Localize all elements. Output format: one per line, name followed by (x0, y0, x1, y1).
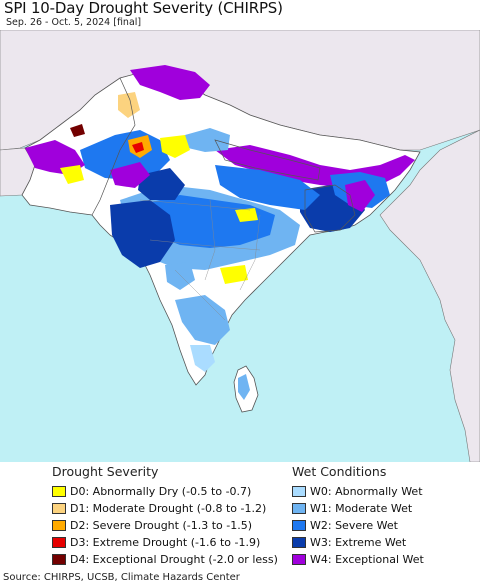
dry-d0-punjab (160, 135, 190, 158)
legend-label-w3: W3: Extreme Wet (310, 536, 407, 549)
wet-w1-nepal-west (185, 128, 230, 152)
legend-label-w2: W2: Severe Wet (310, 519, 398, 532)
legend: Drought Severity D0: Abnormally Dry (-0.… (0, 462, 480, 570)
legend-label-w1: W1: Moderate Wet (310, 502, 413, 515)
wet-w0-south-india (190, 345, 215, 372)
wet-w1-south-india (175, 295, 230, 345)
wet-w4-west-pakistan (25, 140, 85, 175)
legend-label-d0: D0: Abnormally Dry (-0.5 to -0.7) (70, 485, 252, 498)
wet-w4-north-kashmir (130, 65, 210, 100)
legend-item-w3: W3: Extreme Wet (292, 534, 424, 551)
legend-label-w0: W0: Abnormally Wet (310, 485, 423, 498)
legend-drought: Drought Severity D0: Abnormally Dry (-0.… (52, 464, 278, 568)
legend-swatch-w1 (292, 503, 306, 514)
legend-item-d1: D1: Moderate Drought (-0.8 to -1.2) (52, 500, 278, 517)
legend-label-d1: D1: Moderate Drought (-0.8 to -1.2) (70, 502, 267, 515)
legend-swatch-d1 (52, 503, 66, 514)
dry-d1-kashmir (118, 92, 140, 118)
legend-swatch-d2 (52, 520, 66, 531)
legend-item-d2: D2: Severe Drought (-1.3 to -1.5) (52, 517, 278, 534)
legend-label-w4: W4: Exceptional Wet (310, 553, 424, 566)
legend-item-w1: W1: Moderate Wet (292, 500, 424, 517)
legend-drought-title: Drought Severity (52, 464, 159, 479)
border-nepal (214, 139, 321, 181)
sri-lanka-wet (238, 374, 250, 400)
wet-w3-rajasthan (138, 168, 185, 200)
legend-swatch-w3 (292, 537, 306, 548)
map-subtitle: Sep. 26 - Oct. 5, 2024 [final] (6, 17, 142, 28)
map-header: SPI 10-Day Drought Severity (CHIRPS) Sep… (0, 0, 480, 30)
legend-item-w4: W4: Exceptional Wet (292, 551, 424, 568)
legend-swatch-d3 (52, 537, 66, 548)
dry-d4-kpk (70, 124, 85, 137)
map-area (0, 29, 480, 463)
wet-w4-rajasthan (110, 162, 150, 188)
dry-d0-deccan (220, 265, 248, 284)
legend-swatch-d4 (52, 554, 66, 565)
legend-swatch-d0 (52, 486, 66, 497)
legend-item-d0: D0: Abnormally Dry (-0.5 to -0.7) (52, 483, 278, 500)
wet-w1-deccan (165, 262, 195, 290)
wet-w2-gangetic (215, 165, 320, 210)
legend-wet: Wet Conditions W0: Abnormally Wet W1: Mo… (292, 464, 424, 568)
legend-label-d3: D3: Extreme Drought (-1.6 to -1.9) (70, 536, 261, 549)
legend-item-d4: D4: Exceptional Drought (-2.0 or less) (52, 551, 278, 568)
legend-swatch-w0 (292, 486, 306, 497)
outer-land-east (379, 129, 480, 463)
state-borders-india (139, 199, 261, 321)
source-credit: Source: CHIRPS, UCSB, Climate Hazards Ce… (3, 572, 240, 583)
map-svg (0, 29, 480, 463)
legend-swatch-w2 (292, 520, 306, 531)
dry-d0-central-india (235, 208, 258, 222)
dry-d3-kpk (132, 142, 144, 153)
legend-label-d2: D2: Severe Drought (-1.3 to -1.5) (70, 519, 253, 532)
legend-label-d4: D4: Exceptional Drought (-2.0 or less) (70, 553, 278, 566)
border-bangladesh (304, 184, 356, 233)
legend-item-w2: W2: Severe Wet (292, 517, 424, 534)
border-pakistan-india (91, 77, 136, 216)
legend-swatch-w4 (292, 554, 306, 565)
dry-d0-balochistan (60, 165, 84, 184)
wet-w3-gujarat-mp (110, 200, 175, 268)
legend-item-d3: D3: Extreme Drought (-1.6 to -1.9) (52, 534, 278, 551)
legend-item-w0: W0: Abnormally Wet (292, 483, 424, 500)
legend-wet-title: Wet Conditions (292, 464, 387, 479)
map-title: SPI 10-Day Drought Severity (CHIRPS) (4, 0, 283, 17)
